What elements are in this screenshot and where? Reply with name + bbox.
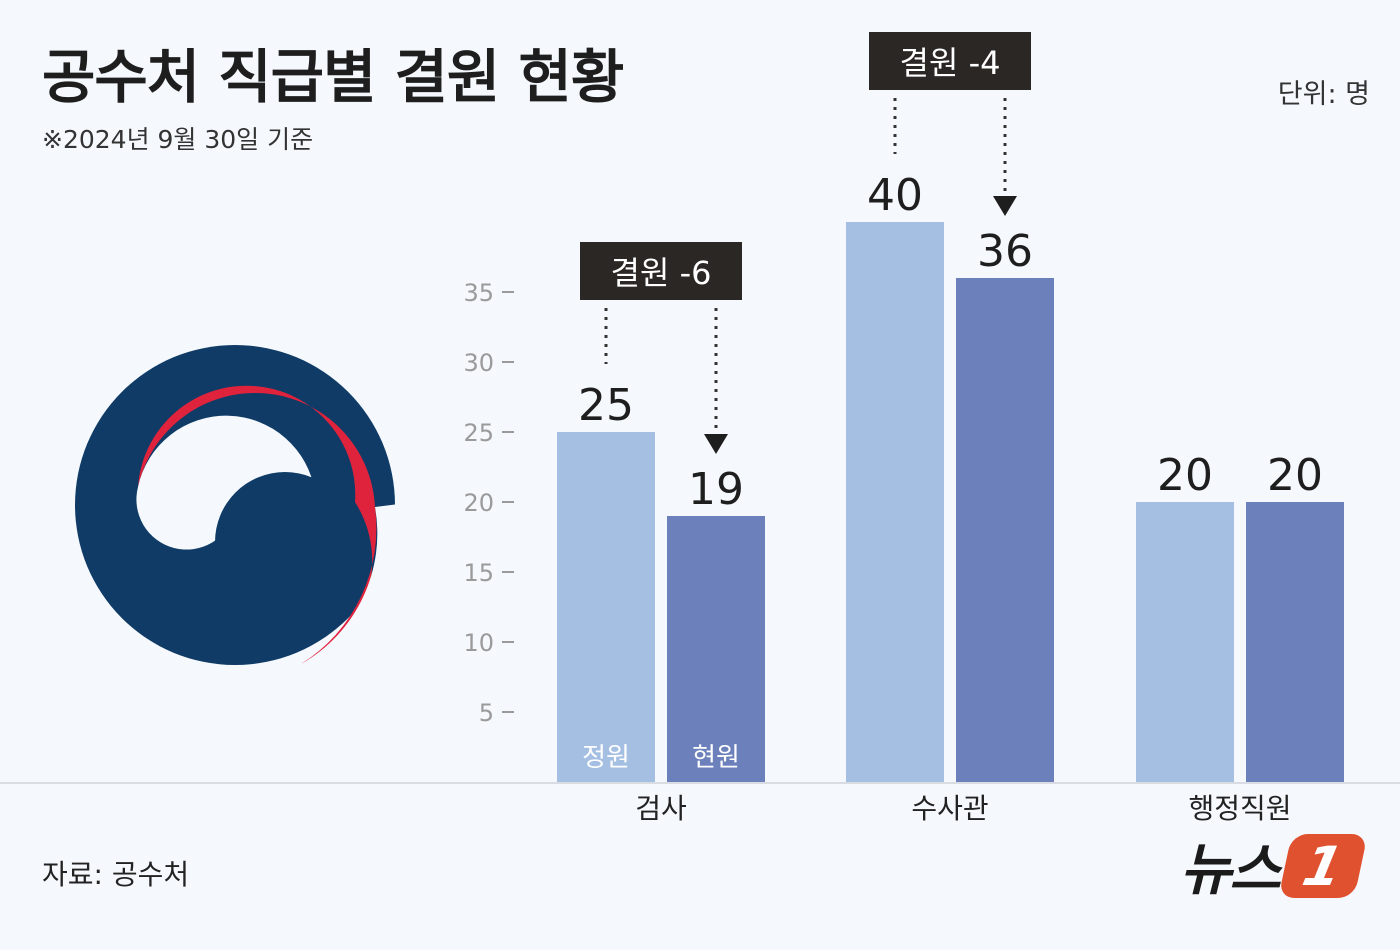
deficit-label: 결원 -6 <box>611 254 712 292</box>
x-category-label: 검사 <box>635 792 687 825</box>
y-tick-label: 15 <box>463 559 494 587</box>
series-label-현원: 현원 <box>692 743 740 773</box>
bar-정원 <box>557 432 655 782</box>
data-label: 36 <box>977 226 1033 277</box>
baseline <box>0 782 1400 784</box>
brand-text: 뉴스 <box>1180 838 1281 903</box>
bar-정원 <box>846 222 944 782</box>
subtitle: ※2024년 9월 30일 기준 <box>42 125 314 154</box>
series-label-정원: 정원 <box>582 743 630 773</box>
data-label: 20 <box>1267 450 1323 501</box>
y-tick-label: 30 <box>463 349 494 377</box>
page-title: 공수처 직급별 결원 현황 <box>42 43 624 111</box>
arrow-head-icon <box>704 434 728 454</box>
government-emblem-icon <box>75 345 415 672</box>
y-tick-label: 10 <box>463 629 494 657</box>
data-label: 19 <box>688 464 744 515</box>
bar-현원 <box>1246 502 1344 782</box>
arrow-head-icon <box>993 196 1017 216</box>
y-tick-label: 5 <box>479 699 494 727</box>
bar-현원 <box>956 278 1054 782</box>
deficit-box <box>869 32 1031 90</box>
y-tick-label: 20 <box>463 489 494 517</box>
deficit-box <box>580 242 742 300</box>
data-label: 40 <box>867 170 923 221</box>
data-label: 20 <box>1157 450 1213 501</box>
y-tick-label: 25 <box>463 419 494 447</box>
unit-label: 단위: 명 <box>1277 79 1370 110</box>
x-category-label: 행정직원 <box>1188 792 1291 825</box>
brand-mark: 1 <box>1278 833 1368 898</box>
news1-logo: 뉴스 1 <box>1180 825 1368 906</box>
deficit-label: 결원 -4 <box>900 44 1001 82</box>
brand-mark-number: 1 <box>1297 834 1349 897</box>
x-category-label: 수사관 <box>911 792 988 825</box>
source-label: 자료: 공수처 <box>42 858 190 891</box>
data-label: 25 <box>578 380 634 431</box>
bar-현원 <box>667 516 765 782</box>
y-tick-label: 35 <box>463 279 494 307</box>
bar-정원 <box>1136 502 1234 782</box>
